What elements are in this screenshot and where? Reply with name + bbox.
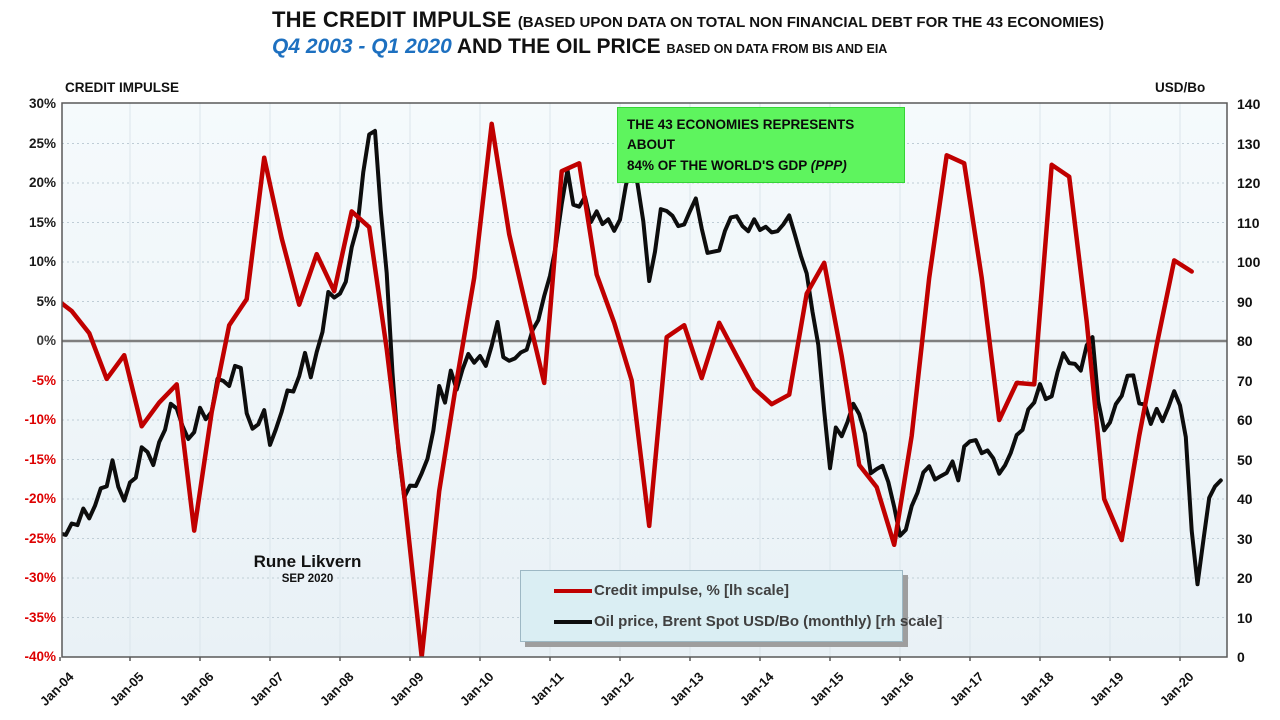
left-axis-tick--40%: -40%: [24, 649, 56, 664]
left-axis-tick-15%: 15%: [28, 214, 56, 230]
chart-title: THE CREDIT IMPULSE (BASED UPON DATA ON T…: [272, 6, 1104, 60]
legend-item-oil-price: Oil price, Brent Spot USD/Bo (monthly) […: [554, 613, 942, 630]
vertical-gridlines: [129, 103, 1181, 657]
right-axis-tick-130: 130: [1237, 135, 1261, 152]
left-axis-tick--5%: -5%: [31, 372, 56, 388]
left-axis-title: CREDIT IMPULSE: [65, 80, 180, 95]
left-axis-tick--30%: -30%: [24, 570, 56, 585]
right-axis-tick-30: 30: [1237, 530, 1253, 547]
title-line-1: THE CREDIT IMPULSE (BASED UPON DATA ON T…: [272, 6, 1104, 34]
title-date-range: Q4 2003 - Q1 2020: [272, 34, 452, 58]
credit-impulse-line: [62, 121, 1194, 657]
oil-price-line-swatch: [554, 619, 592, 624]
left-axis-tick-10%: 10%: [28, 254, 56, 269]
right-axis-tick-60: 60: [1237, 412, 1253, 428]
author-signature: Rune Likvern SEP 2020: [230, 551, 385, 587]
left-axis-tick-20%: 20%: [28, 175, 56, 190]
left-axis-tick--20%: -20%: [24, 491, 56, 506]
left-axis-tick--10%: -10%: [24, 412, 56, 427]
right-axis-title: USD/Bo: [1155, 80, 1206, 95]
author-name: Rune Likvern: [253, 552, 362, 571]
left-axis-tick--25%: -25%: [24, 530, 56, 546]
left-axis-tick-25%: 25%: [28, 135, 56, 151]
plot-border: [61, 102, 1228, 658]
credit-impulse-line-swatch: [554, 588, 592, 593]
annotation-line-1: THE 43 ECONOMIES REPRESENTS ABOUT: [627, 117, 855, 153]
legend: Credit impulse, % [lh scale] Oil price, …: [520, 570, 942, 642]
right-axis-tick-110: 110: [1237, 214, 1260, 231]
left-axis-tick-30%: 30%: [28, 96, 56, 111]
right-axis-tick-0: 0: [1237, 649, 1245, 665]
left-axis-tick-5%: 5%: [36, 293, 56, 309]
right-axis-tick-70: 70: [1237, 372, 1253, 389]
right-axis-tick-80: 80: [1237, 333, 1253, 349]
annotation-ppp: (PPP): [810, 157, 847, 173]
legend-label: Credit impulse, % [lh scale]: [594, 582, 790, 599]
right-axis-tick-10: 10: [1237, 609, 1253, 626]
title-line-2: Q4 2003 - Q1 2020 AND THE OIL PRICE BASE…: [272, 34, 1104, 60]
right-axis-tick-40: 40: [1237, 491, 1253, 507]
right-axis-tick-100: 100: [1237, 254, 1261, 270]
right-axis-tick-20: 20: [1237, 570, 1253, 586]
legend-label: Oil price, Brent Spot USD/Bo (monthly) […: [594, 613, 943, 630]
right-axis-tick-140: 140: [1237, 96, 1261, 112]
annotation-line-2: 84% OF THE WORLD'S GDP (PPP): [627, 157, 847, 173]
left-axis-tick--15%: -15%: [24, 451, 56, 467]
title-oil-price: AND THE OIL PRICE: [451, 34, 667, 58]
title-parenthetical: (BASED UPON DATA ON TOTAL NON FINANCIAL …: [517, 14, 1104, 31]
left-axis-tick-0%: 0%: [36, 333, 56, 348]
right-axis-tick-90: 90: [1237, 293, 1253, 310]
author-date: SEP 2020: [281, 573, 334, 586]
left-axis-tick--35%: -35%: [24, 609, 56, 625]
annotation-box: THE 43 ECONOMIES REPRESENTS ABOUT 84% OF…: [617, 107, 905, 183]
x-axis-tick-marks: [59, 657, 1181, 661]
legend-item-credit-impulse: Credit impulse, % [lh scale]: [554, 582, 902, 599]
right-axis-tick-120: 120: [1237, 175, 1261, 191]
right-axis-tick-50: 50: [1237, 451, 1253, 468]
title-main: THE CREDIT IMPULSE: [272, 7, 518, 32]
title-data-source: BASED ON DATA FROM BIS AND EIA: [666, 41, 888, 56]
